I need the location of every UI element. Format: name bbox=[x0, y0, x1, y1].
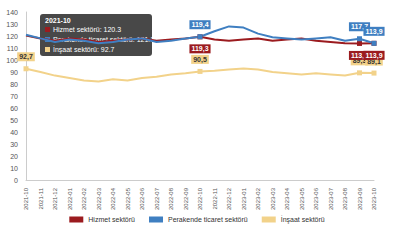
svg-text:2022-08: 2022-08 bbox=[168, 187, 174, 210]
svg-text:40: 40 bbox=[10, 129, 18, 136]
svg-text:140: 140 bbox=[6, 9, 18, 16]
svg-text:113,9: 113,9 bbox=[365, 28, 382, 36]
svg-text:119,3: 119,3 bbox=[191, 45, 208, 53]
svg-text:2023-10: 2023-10 bbox=[371, 187, 377, 210]
svg-text:10: 10 bbox=[10, 165, 18, 172]
svg-text:2022-04: 2022-04 bbox=[110, 187, 116, 210]
svg-text:30: 30 bbox=[10, 141, 18, 148]
svg-text:110: 110 bbox=[7, 45, 18, 52]
svg-text:120: 120 bbox=[6, 33, 18, 40]
svg-text:2022-12: 2022-12 bbox=[226, 187, 232, 210]
svg-text:2023-05: 2023-05 bbox=[299, 187, 305, 210]
svg-text:2023-04: 2023-04 bbox=[284, 187, 290, 210]
svg-text:2023-09: 2023-09 bbox=[357, 187, 363, 210]
svg-text:2023-02: 2023-02 bbox=[255, 187, 261, 210]
svg-text:2021-11: 2021-11 bbox=[38, 187, 44, 209]
svg-text:2023-06: 2023-06 bbox=[313, 187, 319, 210]
svg-text:20: 20 bbox=[10, 153, 18, 160]
svg-text:2022-05: 2022-05 bbox=[125, 187, 131, 210]
svg-text:70: 70 bbox=[10, 93, 18, 100]
svg-text:2022-07: 2022-07 bbox=[154, 187, 160, 210]
svg-text:113,9: 113,9 bbox=[365, 52, 382, 60]
svg-text:0: 0 bbox=[14, 177, 18, 184]
svg-text:Hizmet sektörü: 120.3: Hizmet sektörü: 120.3 bbox=[53, 26, 121, 33]
svg-text:2022-11: 2022-11 bbox=[212, 187, 218, 209]
svg-text:2021-10: 2021-10 bbox=[23, 187, 29, 210]
svg-text:Hizmet sektörü: Hizmet sektörü bbox=[88, 216, 135, 223]
svg-text:2023-03: 2023-03 bbox=[270, 187, 276, 210]
svg-text:92,7: 92,7 bbox=[19, 53, 33, 61]
svg-text:2022-02: 2022-02 bbox=[81, 187, 87, 210]
svg-text:130: 130 bbox=[6, 21, 18, 28]
svg-text:90: 90 bbox=[10, 69, 18, 76]
svg-text:80: 80 bbox=[10, 81, 18, 88]
svg-text:2023-08: 2023-08 bbox=[342, 187, 348, 210]
svg-text:2021-10: 2021-10 bbox=[45, 17, 71, 24]
svg-text:2022-01: 2022-01 bbox=[67, 187, 73, 210]
svg-text:2022-09: 2022-09 bbox=[183, 187, 189, 210]
svg-text:İnşaat sektörü: İnşaat sektörü bbox=[281, 215, 325, 224]
svg-text:Perakende ticaret sektörü: Perakende ticaret sektörü bbox=[168, 216, 248, 223]
svg-text:60: 60 bbox=[10, 105, 18, 112]
svg-text:2023-01: 2023-01 bbox=[241, 187, 247, 210]
svg-text:119,4: 119,4 bbox=[191, 21, 208, 29]
svg-text:İnşaat sektörü: 92.7: İnşaat sektörü: 92.7 bbox=[53, 45, 115, 54]
svg-text:2022-03: 2022-03 bbox=[96, 187, 102, 210]
svg-text:2022-06: 2022-06 bbox=[139, 187, 145, 210]
svg-text:2021-12: 2021-12 bbox=[52, 187, 58, 210]
svg-text:2023-07: 2023-07 bbox=[328, 187, 334, 210]
svg-text:2022-10: 2022-10 bbox=[197, 187, 203, 210]
svg-text:50: 50 bbox=[10, 117, 18, 124]
svg-text:90,5: 90,5 bbox=[193, 56, 207, 64]
svg-text:100: 100 bbox=[6, 57, 18, 64]
